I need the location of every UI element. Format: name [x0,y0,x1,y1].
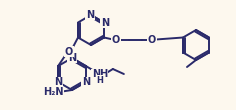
Text: O: O [65,47,73,57]
Text: N: N [86,10,94,20]
Text: O: O [112,35,120,45]
Text: NH: NH [92,69,108,79]
Text: O: O [148,35,156,45]
Text: N: N [82,77,90,87]
Text: H: H [97,75,103,84]
Text: N: N [68,53,76,63]
Text: N: N [54,77,62,87]
Text: N: N [101,17,109,28]
Text: H₂N: H₂N [43,87,63,97]
